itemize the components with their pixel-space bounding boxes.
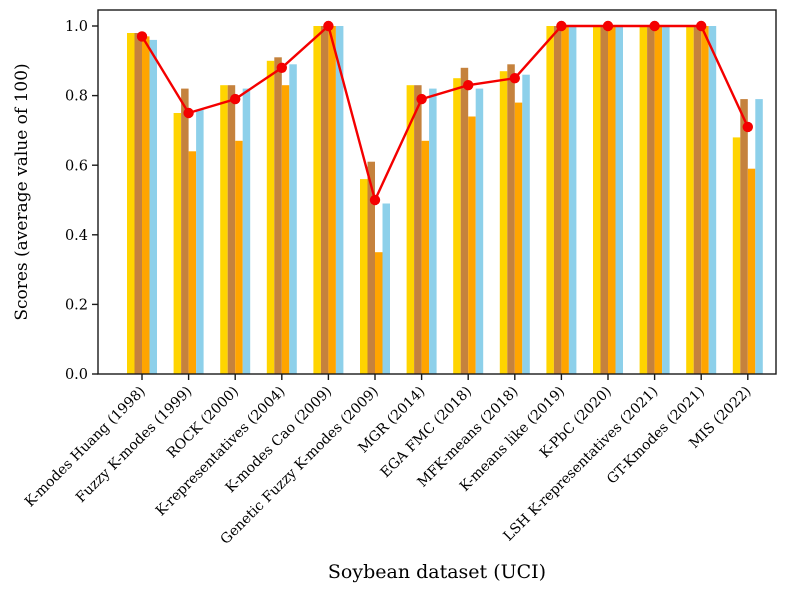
y-tick-label: 0.2 bbox=[65, 297, 88, 313]
bar-orange-bars bbox=[142, 36, 150, 375]
line-marker bbox=[276, 62, 287, 73]
bar-gold-bars bbox=[173, 113, 182, 374]
bar-gold-bars bbox=[266, 60, 275, 375]
bar-skyblue-bars bbox=[615, 26, 623, 374]
bar-gold-bars bbox=[686, 26, 694, 374]
bar-orange-bars bbox=[375, 252, 383, 374]
bar-gold-bars bbox=[406, 85, 415, 374]
bar-brown-bars bbox=[507, 64, 515, 375]
line-marker bbox=[323, 20, 334, 32]
bar-brown-bars bbox=[181, 88, 189, 374]
bar-orange-bars bbox=[514, 102, 523, 374]
bar-brown-bars bbox=[414, 85, 422, 374]
line-marker bbox=[602, 20, 614, 32]
y-tick-label: 1.0 bbox=[65, 19, 88, 35]
line-marker bbox=[556, 20, 567, 32]
line-marker bbox=[696, 20, 707, 32]
bar-skyblue-bars bbox=[335, 26, 344, 374]
line-marker bbox=[230, 93, 241, 105]
bar-gold-bars bbox=[220, 85, 228, 374]
line-marker bbox=[136, 31, 148, 42]
line-marker bbox=[463, 80, 474, 91]
bar-orange-bars bbox=[421, 140, 430, 374]
bar-gold-bars bbox=[639, 26, 648, 374]
bar-gold-bars bbox=[453, 78, 461, 374]
x-axis-label: Soybean dataset (UCI) bbox=[328, 561, 546, 583]
bar-brown-bars bbox=[600, 26, 608, 374]
bar-brown-bars bbox=[227, 85, 236, 374]
bar-orange-bars bbox=[747, 168, 756, 374]
y-tick-label: 0.6 bbox=[65, 158, 88, 174]
bar-orange-bars bbox=[654, 26, 663, 374]
line-marker bbox=[509, 73, 520, 84]
bar-brown-bars bbox=[274, 57, 282, 375]
bar-gold-bars bbox=[546, 26, 554, 374]
bar-orange-bars bbox=[561, 26, 569, 374]
bar-skyblue-bars bbox=[382, 203, 390, 374]
bar-skyblue-bars bbox=[242, 88, 251, 374]
bar-orange-bars bbox=[235, 140, 243, 374]
line-marker bbox=[742, 121, 753, 133]
bar-gold-bars bbox=[360, 179, 368, 374]
line-marker bbox=[649, 20, 660, 32]
plot-frame bbox=[97, 9, 777, 375]
y-tick-label: 0.0 bbox=[65, 367, 88, 383]
bar-skyblue-bars bbox=[429, 88, 437, 374]
bar-skyblue-bars bbox=[475, 88, 484, 374]
bar-brown-bars bbox=[740, 99, 748, 374]
bar-orange-bars bbox=[701, 26, 709, 374]
bar-skyblue-bars bbox=[755, 99, 763, 374]
bar-skyblue-bars bbox=[662, 26, 670, 374]
y-axis-label: Scores (average value of 100) bbox=[12, 63, 32, 320]
bar-brown-bars bbox=[693, 26, 702, 374]
y-tick-label: 0.8 bbox=[65, 89, 88, 105]
bar-brown-bars bbox=[134, 33, 142, 374]
bar-gold-bars bbox=[127, 33, 135, 374]
bar-orange-bars bbox=[608, 26, 616, 374]
bar-brown-bars bbox=[460, 67, 469, 375]
line-marker bbox=[183, 107, 194, 119]
bar-skyblue-bars bbox=[289, 64, 297, 375]
bar-orange-bars bbox=[188, 151, 197, 374]
y-tick-label: 0.4 bbox=[65, 228, 88, 244]
bar-gold-bars bbox=[732, 137, 741, 374]
bar-gold-bars bbox=[313, 26, 321, 374]
bar-brown-bars bbox=[367, 161, 375, 374]
bar-brown-bars bbox=[553, 26, 562, 374]
bar-skyblue-bars bbox=[708, 26, 717, 374]
line-marker bbox=[369, 194, 381, 206]
bar-orange-bars bbox=[281, 85, 290, 374]
bar-skyblue-bars bbox=[149, 39, 157, 375]
bar-skyblue-bars bbox=[196, 109, 204, 374]
bar-skyblue-bars bbox=[522, 74, 530, 374]
bar-brown-bars bbox=[320, 26, 329, 374]
bar-skyblue-bars bbox=[568, 26, 577, 374]
bar-gold-bars bbox=[499, 71, 508, 374]
bar-brown-bars bbox=[647, 26, 655, 374]
line-marker bbox=[416, 93, 427, 105]
bar-orange-bars bbox=[328, 26, 336, 374]
bar-orange-bars bbox=[468, 116, 476, 374]
bar-gold-bars bbox=[593, 26, 601, 374]
average-line bbox=[140, 23, 749, 204]
